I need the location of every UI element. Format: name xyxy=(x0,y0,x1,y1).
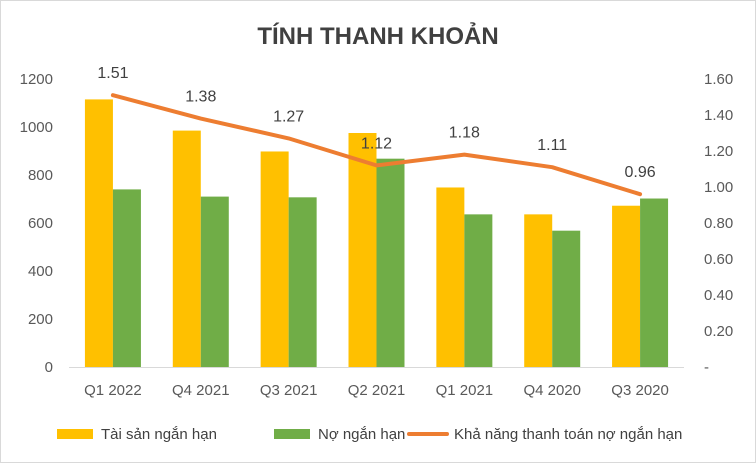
bar-short-term-liabilities xyxy=(288,197,317,367)
bar-short-term-liabilities xyxy=(640,198,669,367)
ratio-data-label: 1.12 xyxy=(361,135,392,152)
legend-item-short-term-assets-label: Tài sản ngắn hạn xyxy=(101,426,217,443)
legend-item-short-term-liabilities-swatch xyxy=(274,429,310,439)
x-tick-label: Q1 2022 xyxy=(84,382,142,399)
x-tick-label: Q4 2021 xyxy=(172,382,230,399)
bar-short-term-liabilities xyxy=(464,214,493,367)
y-left-tick-label: 600 xyxy=(28,215,53,232)
x-tick-label: Q3 2021 xyxy=(260,382,318,399)
axes: 0 200 400 600 800 1000 1200 - 0.20 0.40 0.60 0.80 1.… xyxy=(20,71,734,399)
legend: Tài sản ngắn hạn Nợ ngắn hạn Khả năng than… xyxy=(57,426,682,443)
legend-item-short-term-assets-swatch xyxy=(57,429,93,439)
bar-short-term-assets xyxy=(612,205,641,367)
ratio-data-label: 1.18 xyxy=(449,125,480,142)
bar-short-term-assets xyxy=(348,133,377,367)
y-left-tick-label: 400 xyxy=(28,263,53,280)
x-tick-label: Q2 2021 xyxy=(348,382,406,399)
bar-short-term-assets xyxy=(260,151,289,367)
bar-short-term-liabilities xyxy=(376,158,405,367)
y-right-tick-label: 1.00 xyxy=(704,179,733,196)
x-tick-label: Q3 2020 xyxy=(611,382,669,399)
bar-short-term-assets xyxy=(524,214,553,367)
y-left-tick-label: 0 xyxy=(45,359,53,376)
bar-short-term-liabilities xyxy=(200,196,229,367)
y-right-tick-label: 1.60 xyxy=(704,71,733,88)
bar-short-term-assets xyxy=(436,187,465,367)
legend-item-short-term-liabilities-label: Nợ ngắn hạn xyxy=(318,426,405,443)
chart-title: TÍNH THANH KHOẢN xyxy=(257,21,498,50)
y-left-tick-label: 800 xyxy=(28,167,53,184)
bar-short-term-liabilities xyxy=(112,189,141,367)
ratio-data-label: 1.51 xyxy=(97,65,128,82)
y-left-tick-label: 200 xyxy=(28,311,53,328)
bar-short-term-assets xyxy=(172,130,201,367)
y-right-tick-label: 0.80 xyxy=(704,215,733,232)
y-right-tick-label: 1.20 xyxy=(704,143,733,160)
ratio-data-label: 1.27 xyxy=(273,108,304,125)
y-right-tick-label: 0.60 xyxy=(704,251,733,268)
ratio-line-path xyxy=(110,93,643,197)
legend-item-ratio-label: Khả năng thanh toán nợ ngắn hạn xyxy=(454,426,682,443)
y-left-tick-label: 1200 xyxy=(20,71,53,88)
bars xyxy=(84,99,669,368)
y-right-tick-label: 0.40 xyxy=(704,287,733,304)
ratio-line xyxy=(110,93,643,197)
ratio-data-label: 0.96 xyxy=(625,164,656,181)
x-tick-label: Q1 2021 xyxy=(436,382,494,399)
x-tick-label: Q4 2020 xyxy=(523,382,581,399)
y-left-tick-label: 1000 xyxy=(20,119,53,136)
y-right-tick-label: - xyxy=(704,359,709,376)
y-right-tick-label: 0.20 xyxy=(704,323,733,340)
ratio-data-label: 1.38 xyxy=(185,89,216,106)
bar-short-term-liabilities xyxy=(552,230,581,367)
ratio-data-label: 1.11 xyxy=(537,137,567,154)
y-right-tick-label: 1.40 xyxy=(704,107,733,124)
data-labels: 1.51 1.38 1.27 1.12 1.18 1.11 0.96 xyxy=(97,65,655,181)
bar-short-term-assets xyxy=(84,99,113,368)
